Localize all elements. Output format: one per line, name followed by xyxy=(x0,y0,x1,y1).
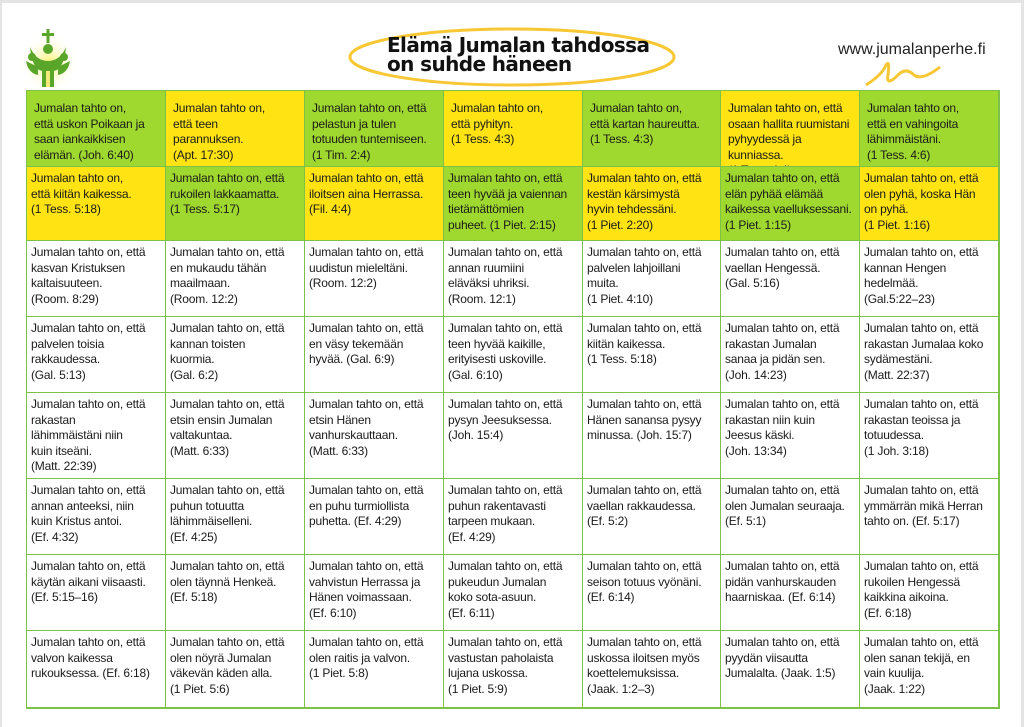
table-cell: Jumalan tahto on, että pukeudun Jumalan … xyxy=(444,555,583,631)
table-cell: Jumalan tahto on, että olen Jumalan seur… xyxy=(721,479,860,555)
table-cell: Jumalan tahto on, että olen nöyrä Jumala… xyxy=(166,631,305,708)
table-cell: Jumalan tahto on, että rakastan teoissa … xyxy=(860,393,999,479)
table-cell: Jumalan tahto on, että en väsy tekemään … xyxy=(305,317,444,393)
table-cell: Jumalan tahto on, että rakastan Jumalan … xyxy=(721,317,860,393)
table-cell: Jumalan tahto on, että ymmärrän mikä Her… xyxy=(860,479,999,555)
table-cell: Jumalan tahto on, että rukoilen Hengessä… xyxy=(860,555,999,631)
table-cell: Jumalan tahto on, että kasvan Kristuksen… xyxy=(27,241,166,317)
table-cell: Jumalan tahto on, että olen raitis ja va… xyxy=(305,631,444,708)
table-cell: Jumalan tahto on, että uudistun mieleltä… xyxy=(305,241,444,317)
page-title: Elämä Jumalan tahdossa on suhde häneen xyxy=(387,33,650,76)
table-cell: Jumalan tahto on, että rakastan lähimmäi… xyxy=(27,393,166,479)
title-ellipse xyxy=(348,27,676,87)
table-cell: Jumalan tahto on, että osaan hallita ruu… xyxy=(721,91,860,167)
title-banner: Elämä Jumalan tahdossa on suhde häneen xyxy=(345,25,679,89)
table-cell: Jumalan tahto on, että etsin ensin Jumal… xyxy=(166,393,305,479)
table-cell: Jumalan tahto on, että käytän aikani vii… xyxy=(27,555,166,631)
table-cell: Jumalan tahto on, että vastustan paholai… xyxy=(444,631,583,708)
table-cell: Jumalan tahto on, että rukoilen lakkaama… xyxy=(166,167,305,241)
table-cell: Jumalan tahto on, että annan ruumiini el… xyxy=(444,241,583,317)
table-cell: Jumalan tahto on, että en puhu turmiolli… xyxy=(305,479,444,555)
table-cell: Jumalan tahto on, että puhun rakentavast… xyxy=(444,479,583,555)
table-cell: Jumalan tahto on, että elän pyhää elämää… xyxy=(721,167,860,241)
table-cell: Jumalan tahto on, että iloitsen aina Her… xyxy=(305,167,444,241)
table-cell: Jumalan tahto on, että olen sanan tekijä… xyxy=(860,631,999,708)
table-cell: Jumalan tahto on, että palvelen lahjoill… xyxy=(583,241,721,317)
table-cell: Jumalan tahto on, että uskossa iloitsen … xyxy=(583,631,721,708)
table-cell: Jumalan tahto on, että palvelen toisia r… xyxy=(27,317,166,393)
table-cell: Jumalan tahto on, että kartan haureutta.… xyxy=(583,91,721,167)
table-cell: Jumalan tahto on, että valvon kaikessa r… xyxy=(27,631,166,708)
table-cell: Jumalan tahto on, että kiitän kaikessa. … xyxy=(27,167,166,241)
table-cell: Jumalan tahto on, että pyydän viisautta … xyxy=(721,631,860,708)
table-cell: Jumalan tahto on, että pelastun ja tulen… xyxy=(305,91,444,167)
table-cell: Jumalan tahto on, että puhun totuutta lä… xyxy=(166,479,305,555)
table-cell: Jumalan tahto on, että rakastan niin kui… xyxy=(721,393,860,479)
table-cell: Jumalan tahto on, että pysyn Jeesuksessa… xyxy=(444,393,583,479)
table-cell: Jumalan tahto on, että vahvistun Herrass… xyxy=(305,555,444,631)
table-cell: Jumalan tahto on, että kiitän kaikessa. … xyxy=(583,317,721,393)
table-cell: Jumalan tahto on, että teen hyvää kaikil… xyxy=(444,317,583,393)
table-cell: Jumalan tahto on, että en vahingoita läh… xyxy=(860,91,999,167)
table-cell: Jumalan tahto on, että Hänen sanansa pys… xyxy=(583,393,721,479)
wave-decoration-icon xyxy=(865,61,941,87)
table-cell: Jumalan tahto on, että olen pyhä, koska … xyxy=(860,167,999,241)
table-cell: Jumalan tahto on, että pidän vanhurskaud… xyxy=(721,555,860,631)
table-cell: Jumalan tahto on, että olen täynnä Henke… xyxy=(166,555,305,631)
table-cell: Jumalan tahto on, että etsin Hänen vanhu… xyxy=(305,393,444,479)
will-of-god-table: Jumalan tahto on, että uskon Poikaan ja … xyxy=(26,90,1000,709)
table-cell: Jumalan tahto on, että seison totuus vyö… xyxy=(583,555,721,631)
table-cell: Jumalan tahto on, että teen parannuksen.… xyxy=(166,91,305,167)
table-cell: Jumalan tahto on, että kannan toisten ku… xyxy=(166,317,305,393)
table-cell: Jumalan tahto on, että vaellan Hengessä.… xyxy=(721,241,860,317)
family-cross-logo-icon xyxy=(19,29,79,91)
table-cell: Jumalan tahto on, että vaellan rakkaudes… xyxy=(583,479,721,555)
website-url[interactable]: www.jumalanperhe.fi xyxy=(838,41,986,58)
table-cell: Jumalan tahto on, että kestän kärsimystä… xyxy=(583,167,721,241)
table-cell: Jumalan tahto on, että annan anteeksi, n… xyxy=(27,479,166,555)
table-cell: Jumalan tahto on, että pyhityn. (1 Tess.… xyxy=(444,91,583,167)
table-cell: Jumalan tahto on, että teen hyvää ja vai… xyxy=(444,167,583,241)
table-cell: Jumalan tahto on, että en mukaudu tähän … xyxy=(166,241,305,317)
table-cell: Jumalan tahto on, että uskon Poikaan ja … xyxy=(27,91,166,167)
table-cell: Jumalan tahto on, että rakastan Jumalaa … xyxy=(860,317,999,393)
table-cell: Jumalan tahto on, että kannan Hengen hed… xyxy=(860,241,999,317)
